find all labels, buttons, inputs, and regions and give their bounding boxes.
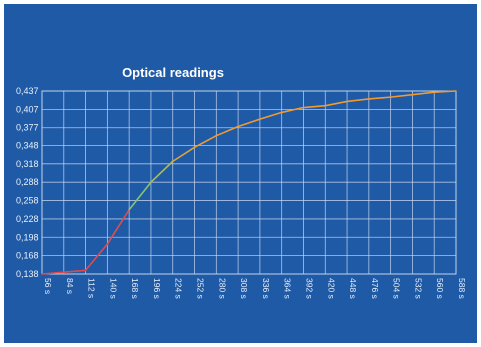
series-segment: [237, 118, 261, 128]
y-tick-label: 0,198: [16, 232, 39, 242]
line-chart: Optical readings 0,138 0,168 0,198 0,228 0,2…: [16, 65, 467, 299]
y-tick-label: 0,168: [16, 251, 39, 261]
series-segment: [259, 111, 283, 120]
x-tick-label: 252 s: [196, 278, 206, 299]
series-segment: [368, 96, 392, 100]
series-segment: [84, 243, 109, 272]
y-tick-label: 0,318: [16, 159, 39, 169]
series-segment: [389, 93, 414, 98]
series-line: [41, 90, 457, 275]
x-tick-label: 56 s: [43, 278, 53, 294]
chart-panel: Optical readings 0,138 0,168 0,198 0,228 0,2…: [4, 4, 477, 343]
x-axis-tick-labels: 56 s 84 s 112 s 140 s 168 s 196 s 224 s 252 s 28…: [43, 278, 467, 299]
series-segment: [106, 208, 130, 245]
x-tick-label: 476 s: [370, 278, 380, 299]
x-tick-label: 448 s: [348, 278, 358, 299]
series-segment: [411, 91, 436, 96]
x-tick-label: 420 s: [326, 278, 336, 299]
series-segment: [128, 181, 152, 211]
series-segment: [171, 146, 196, 163]
x-tick-label: 560 s: [435, 278, 445, 299]
x-tick-label: 588 s: [457, 278, 467, 299]
plot-border: [41, 90, 457, 275]
series-segment: [324, 100, 348, 107]
x-tick-label: 140 s: [108, 278, 118, 299]
x-tick-label: 112 s: [87, 278, 97, 298]
x-tick-label: 280 s: [217, 278, 227, 299]
series-segment: [41, 271, 65, 275]
y-tick-label: 0,407: [16, 104, 39, 114]
x-tick-label: 308 s: [239, 278, 249, 299]
series-segment: [280, 106, 305, 114]
x-tick-label: 392 s: [304, 278, 314, 299]
x-tick-label: 532 s: [413, 278, 423, 299]
y-tick-label: 0,377: [16, 123, 39, 133]
y-tick-label: 0,437: [16, 86, 39, 96]
x-tick-label: 336 s: [261, 278, 271, 299]
x-tick-label: 196 s: [152, 278, 162, 299]
x-tick-label: 168 s: [130, 278, 140, 299]
y-tick-label: 0,288: [16, 177, 39, 187]
x-tick-label: 84 s: [65, 278, 75, 294]
chart-title: Optical readings: [122, 65, 224, 80]
series-segment: [193, 134, 218, 149]
x-tick-label: 364 s: [283, 278, 293, 299]
y-tick-label: 0,258: [16, 196, 39, 206]
y-tick-label: 0,228: [16, 214, 39, 224]
series-segment: [302, 104, 327, 109]
series-segment: [215, 125, 239, 137]
x-tick-label: 224 s: [174, 278, 184, 299]
series-segment: [346, 98, 370, 103]
y-axis-tick-labels: 0,138 0,168 0,198 0,228 0,258 0,288 0,318 0,348…: [16, 86, 39, 279]
y-tick-label: 0,138: [16, 269, 39, 279]
y-tick-label: 0,348: [16, 140, 39, 150]
x-tick-label: 504 s: [392, 278, 402, 299]
chart-grid: [41, 90, 457, 275]
series-segment: [62, 269, 87, 273]
series-segment: [433, 90, 457, 94]
series-segment: [150, 160, 174, 183]
